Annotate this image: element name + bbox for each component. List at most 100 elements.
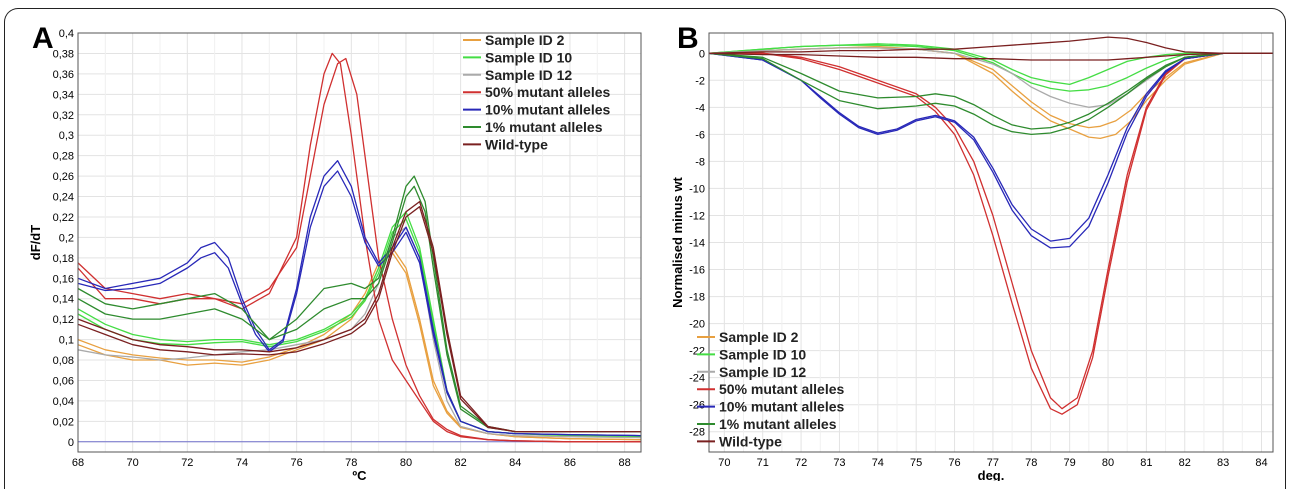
y-tick-label: 0,14 — [53, 294, 74, 306]
y-tick-label: -24 — [689, 373, 705, 385]
y-tick-label: 0,1 — [59, 335, 74, 347]
series-line-11 — [708, 36, 1273, 54]
x-tick-label: 81 — [1140, 457, 1152, 469]
y-tick-label: -4 — [695, 102, 705, 114]
x-tick-label: 71 — [757, 457, 769, 469]
x-tick-label: 82 — [1179, 457, 1191, 469]
y-tick-label: 0,26 — [53, 171, 74, 183]
series-line-5 — [709, 52, 1273, 410]
y-tick-label: -18 — [689, 292, 705, 304]
y-tick-label: -8 — [695, 156, 705, 168]
chart-b: 70 71 72 73 74 75 76 77 78 79 80 81 82 83 84 0 -2 -4 -6 -8 -… — [670, 32, 1274, 481]
x-tick-label: 80 — [1102, 457, 1114, 469]
x-tick-label: 73 — [833, 457, 845, 469]
legend-item-label: Wild-type — [485, 136, 548, 152]
series-line-11 — [77, 200, 641, 433]
axis-frame — [77, 32, 642, 453]
y-tick-label: 0,4 — [59, 28, 74, 40]
legend-item-label: 1% mutant alleles — [719, 416, 837, 432]
legend-item-label: Sample ID 10 — [485, 49, 572, 65]
x-tick-label: 76 — [291, 457, 303, 469]
legend-item-label: 10% mutant alleles — [485, 102, 610, 118]
y-axis-title: Normalised minus wt — [670, 176, 685, 307]
x-tick-label: 70 — [718, 457, 730, 469]
y-tick-label: 0,36 — [53, 69, 74, 81]
series-line-8 — [708, 52, 1273, 249]
y-tick-label: 0 — [68, 437, 74, 449]
legend-item-label: 10% mutant alleles — [719, 399, 844, 415]
y-tick-label: 0,12 — [53, 314, 74, 326]
x-tick-label: 68 — [72, 457, 84, 469]
series-line-6 — [77, 57, 641, 443]
axis-frame — [708, 32, 1274, 453]
y-tick-label: 0,16 — [53, 273, 74, 285]
y-tick-label: 0,28 — [53, 151, 74, 163]
y-tick-label: -6 — [695, 129, 705, 141]
y-tick-label: 0,38 — [53, 48, 74, 60]
y-tick-label: 0,22 — [53, 212, 74, 224]
series-line-7 — [708, 52, 1273, 242]
y-tick-label: 0,34 — [53, 89, 74, 101]
y-tick-label: 0,32 — [53, 110, 74, 122]
x-tick-label: 83 — [1217, 457, 1229, 469]
legend-item-label: Sample ID 10 — [719, 346, 806, 362]
chart-a: 68 70 72 74 76 78 80 82 84 86 88 0 0,02 0,04 0,06 0,08 0… — [28, 28, 642, 481]
x-tick-label: 72 — [181, 457, 193, 469]
y-tick-label: 0 — [699, 48, 705, 60]
y-tick-label: -12 — [689, 210, 705, 222]
x-tick-label: 86 — [564, 457, 576, 469]
x-tick-label: 72 — [795, 457, 807, 469]
x-tick-label: 80 — [400, 457, 412, 469]
y-tick-label: 0,24 — [53, 192, 74, 204]
x-tick-label: 70 — [127, 457, 139, 469]
series-line-8 — [77, 170, 642, 437]
y-tick-label: 0,04 — [53, 396, 74, 408]
y-axis-title: dF/dT — [28, 225, 43, 260]
series-line-10 — [708, 52, 1273, 136]
y-tick-label: 0,18 — [53, 253, 74, 265]
series-line-10 — [77, 185, 641, 433]
y-tick-label: -10 — [689, 183, 705, 195]
y-tick-label: -20 — [689, 319, 705, 331]
x-tick-label: 84 — [1255, 457, 1267, 469]
series-line-9 — [77, 175, 641, 433]
legend-item-label: Wild-type — [719, 433, 782, 449]
legend-item-label: Sample ID 12 — [719, 364, 806, 380]
y-tick-label: -16 — [689, 265, 705, 277]
x-tick-label: 77 — [987, 457, 999, 469]
series-line-9 — [708, 52, 1273, 130]
panel-a-letter: A — [32, 22, 54, 55]
y-tick-label: -28 — [689, 427, 705, 439]
x-tick-label: 88 — [618, 457, 630, 469]
series-line-12 — [77, 206, 641, 433]
x-tick-label: 79 — [1064, 457, 1076, 469]
legend-item-label: Sample ID 12 — [485, 67, 572, 83]
x-tick-label: 74 — [236, 457, 248, 469]
series-line-6 — [709, 52, 1273, 415]
y-tick-label: -22 — [689, 346, 705, 358]
legend-item-label: 50% mutant alleles — [719, 381, 844, 397]
y-tick-label: 0,08 — [53, 355, 74, 367]
figure-frame — [4, 8, 1286, 489]
y-tick-label: 0,02 — [53, 416, 74, 428]
x-axis-title: ºC — [352, 468, 367, 481]
y-tick-label: 0,3 — [59, 130, 74, 142]
panel-b-letter: B — [677, 22, 699, 55]
legend-item-label: Sample ID 2 — [719, 329, 799, 345]
legend-item-label: 50% mutant alleles — [485, 84, 610, 100]
x-axis-title: deg. — [978, 468, 1005, 481]
series-line-3 — [708, 44, 1273, 92]
y-tick-label: 0,2 — [59, 232, 74, 244]
series-line-5 — [77, 52, 641, 443]
x-tick-label: 75 — [910, 457, 922, 469]
x-tick-label: 76 — [948, 457, 960, 469]
x-tick-label: 84 — [509, 457, 521, 469]
series-line-4 — [77, 226, 642, 439]
x-tick-label: 78 — [1025, 457, 1037, 469]
legend-item-label: Sample ID 2 — [485, 32, 565, 48]
y-tick-label: -2 — [695, 75, 705, 87]
x-tick-label: 82 — [454, 457, 466, 469]
legend-item-label: 1% mutant alleles — [485, 119, 603, 135]
y-tick-label: -14 — [689, 238, 705, 250]
